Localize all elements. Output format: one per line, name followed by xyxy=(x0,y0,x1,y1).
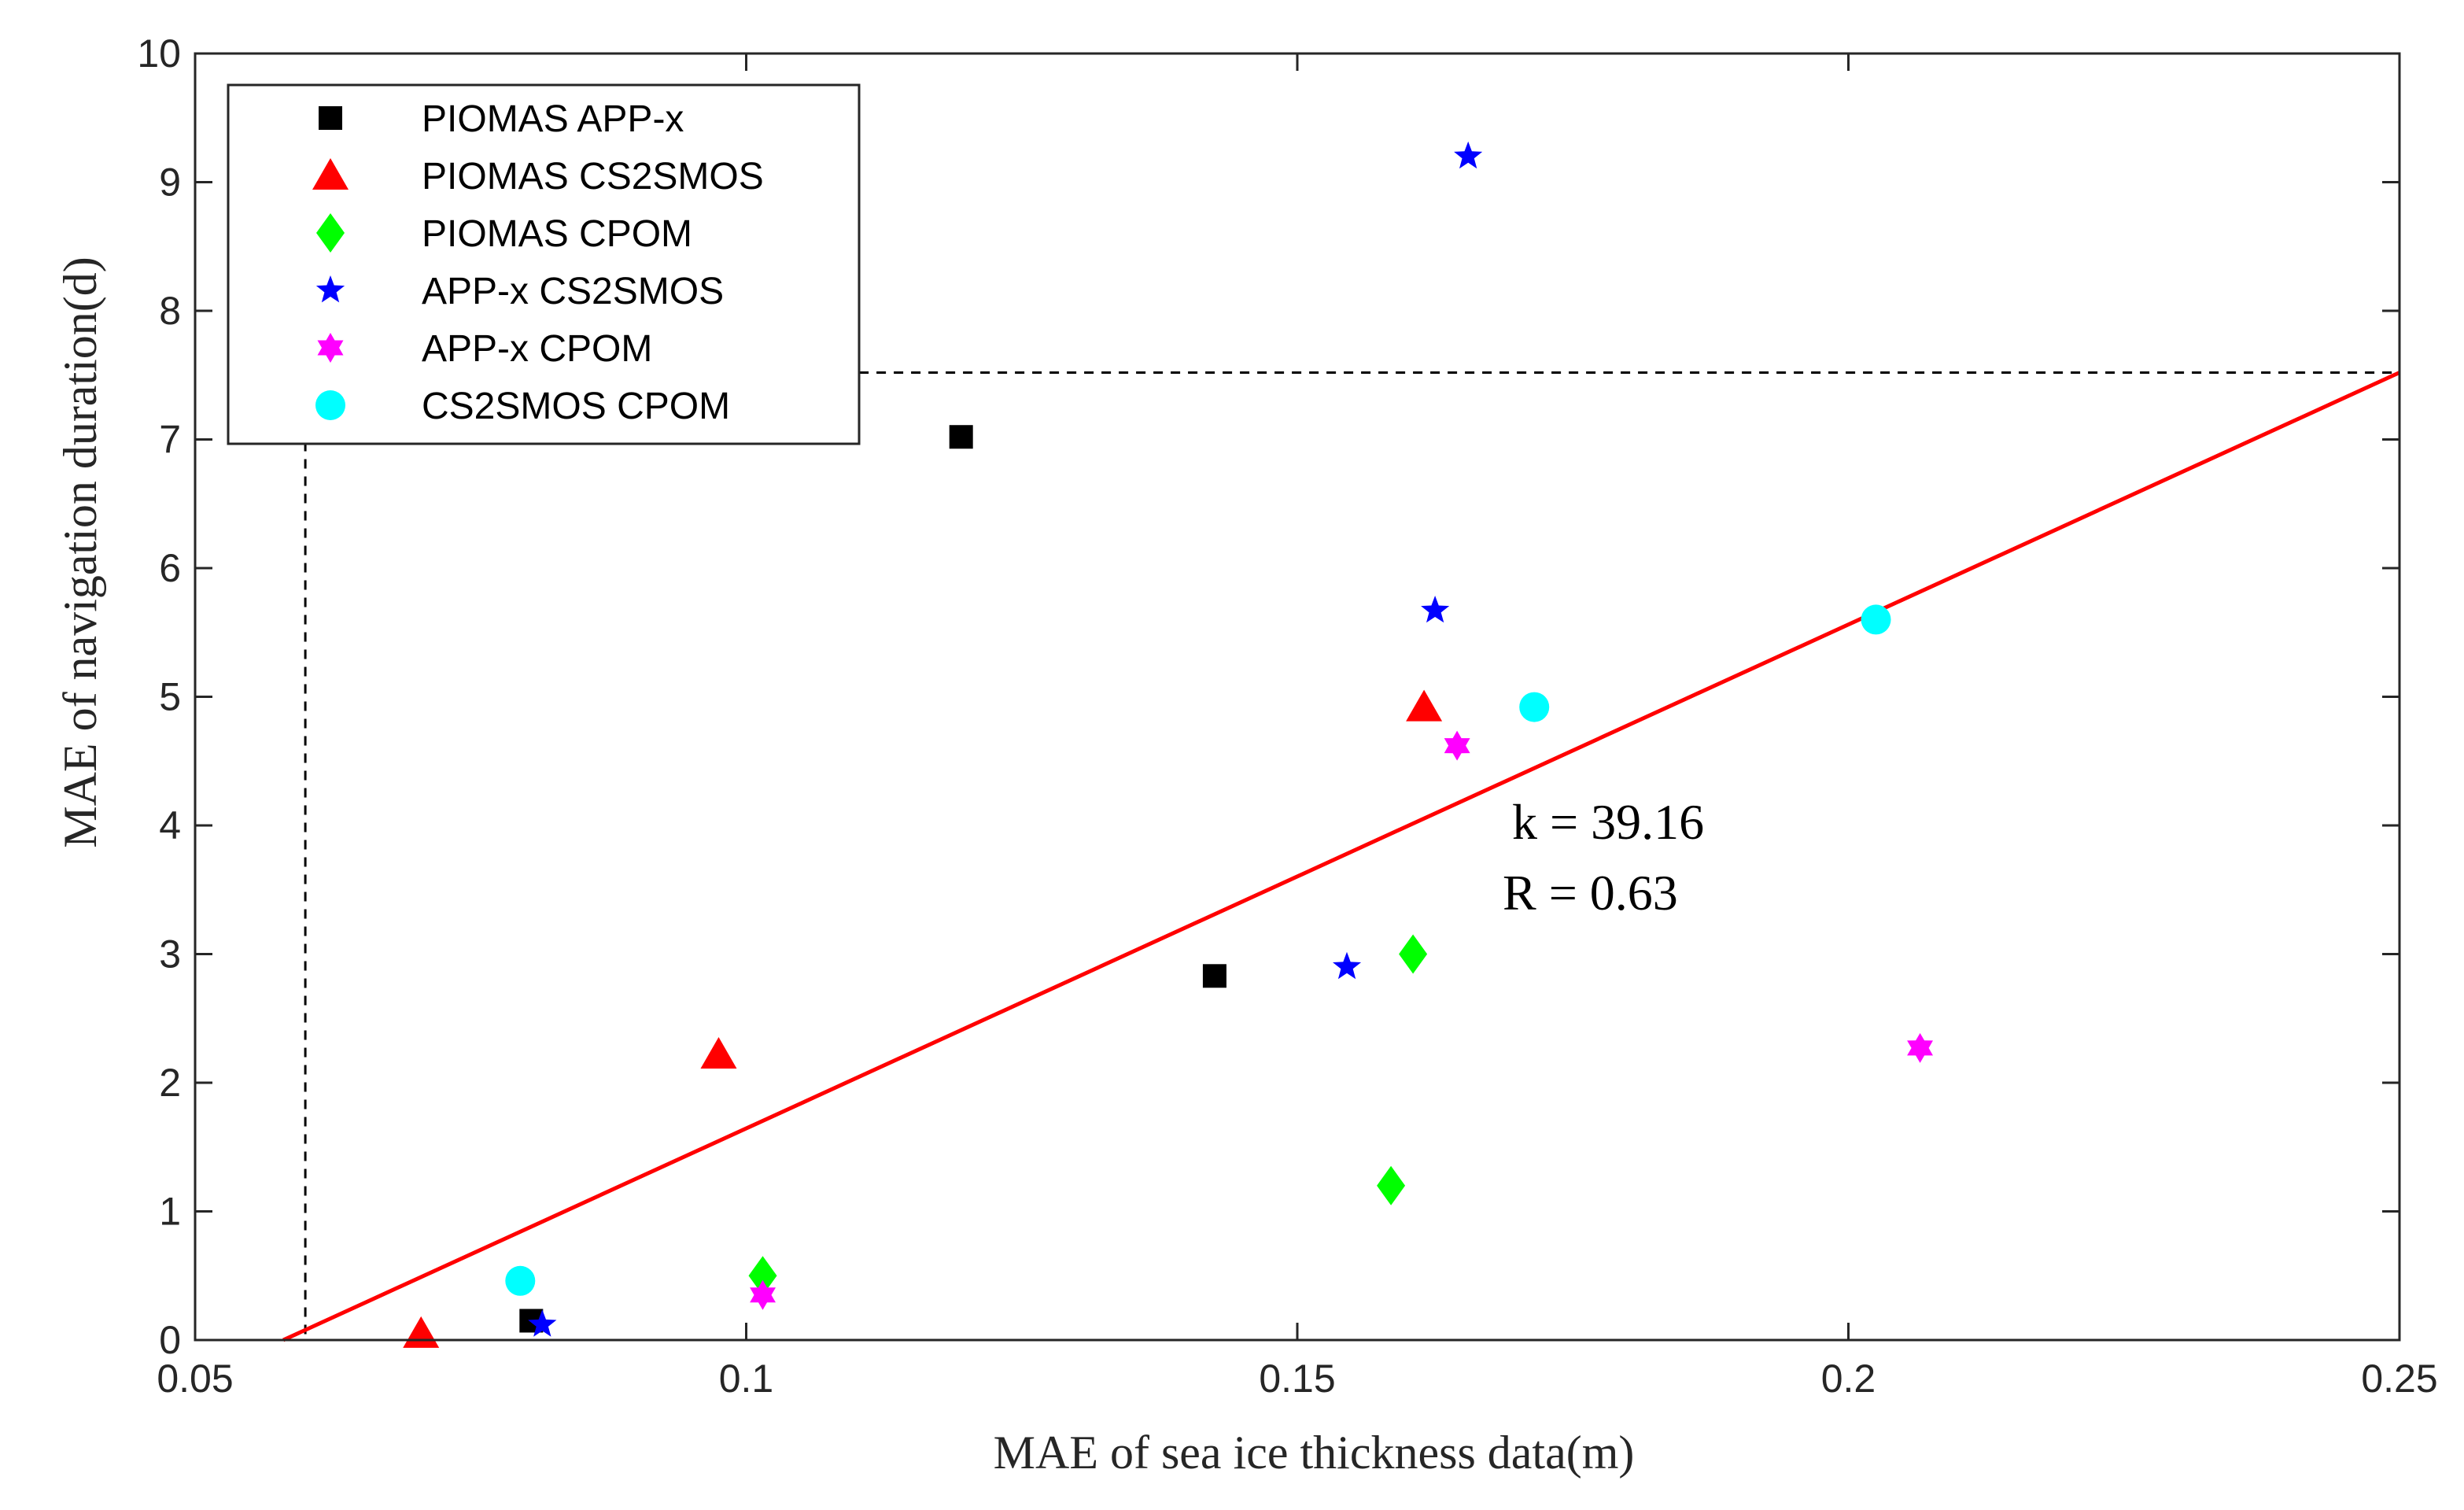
y-tick-label: 10 xyxy=(137,31,181,76)
y-tick-label: 4 xyxy=(159,803,181,847)
data-point-circle xyxy=(505,1265,536,1296)
data-point-diamond xyxy=(748,1256,777,1296)
data-point-triangle xyxy=(700,1037,737,1069)
x-tick-label: 0.05 xyxy=(157,1357,233,1401)
regression-fit-line xyxy=(282,371,2401,1342)
legend-box xyxy=(227,83,861,445)
x-tick-label: 0.25 xyxy=(2361,1357,2437,1401)
y-tick-label: 7 xyxy=(159,418,181,462)
x-tick-label: 0.2 xyxy=(1821,1357,1876,1401)
slope-annotation: k = 39.16 xyxy=(1512,794,1704,850)
legend-label: PIOMAS CPOM xyxy=(422,213,692,255)
legend-marker-square xyxy=(319,106,342,130)
legend-marker-star xyxy=(315,275,345,303)
data-point-star xyxy=(1333,951,1362,980)
legend-label: PIOMAS APP-x xyxy=(422,98,684,140)
legend-marker-hexagram xyxy=(317,333,344,363)
y-tick-label: 5 xyxy=(159,675,181,719)
y-axis-ticks: 0 1 2 3 4 5 6 7 8 9 10 xyxy=(137,31,2399,1362)
data-point-circle xyxy=(1861,604,1891,635)
legend-marker-diamond xyxy=(316,213,345,253)
x-tick-label: 0.15 xyxy=(1259,1357,1335,1401)
y-tick-label: 9 xyxy=(159,161,181,205)
legend-marker-triangle xyxy=(312,158,349,190)
legend-marker-circle xyxy=(315,390,345,420)
y-tick-label: 6 xyxy=(159,546,181,590)
data-point-hexagram xyxy=(1444,730,1470,761)
x-tick-label: 0.1 xyxy=(719,1357,774,1401)
legend-label: CS2SMOS CPOM xyxy=(422,386,730,427)
data-point-diamond xyxy=(1377,1165,1406,1205)
data-point-star xyxy=(1421,596,1450,623)
data-point-star xyxy=(528,1309,557,1337)
legend-label: PIOMAS CS2SMOS xyxy=(422,156,764,198)
y-tick-label: 0 xyxy=(159,1318,181,1362)
y-axis-label: MAE of navigation duration(d) xyxy=(54,257,106,848)
x-axis-label: MAE of sea ice thickness data(m) xyxy=(994,1427,1635,1479)
data-point-triangle xyxy=(1406,689,1443,722)
y-tick-label: 8 xyxy=(159,289,181,333)
data-point-square xyxy=(949,425,973,449)
data-point-star xyxy=(1454,141,1483,169)
legend-label: APP-x CPOM xyxy=(422,328,652,370)
correlation-annotation: R = 0.63 xyxy=(1503,865,1678,921)
data-point-hexagram xyxy=(750,1279,776,1310)
y-tick-label: 2 xyxy=(159,1061,181,1105)
data-points xyxy=(403,141,1933,1348)
y-tick-label: 3 xyxy=(159,932,181,977)
data-point-diamond xyxy=(1399,934,1428,974)
x-axis-ticks: 0.05 0.1 0.15 0.2 0.25 xyxy=(157,54,2438,1401)
data-point-hexagram xyxy=(1907,1032,1933,1063)
legend-label: APP-x CS2SMOS xyxy=(422,271,724,312)
data-point-square xyxy=(1202,964,1226,988)
y-tick-label: 1 xyxy=(159,1190,181,1234)
data-point-circle xyxy=(1519,692,1550,722)
legend: PIOMAS APP-x PIOMAS CS2SMOS PIOMAS CPOM APP… xyxy=(227,83,861,445)
